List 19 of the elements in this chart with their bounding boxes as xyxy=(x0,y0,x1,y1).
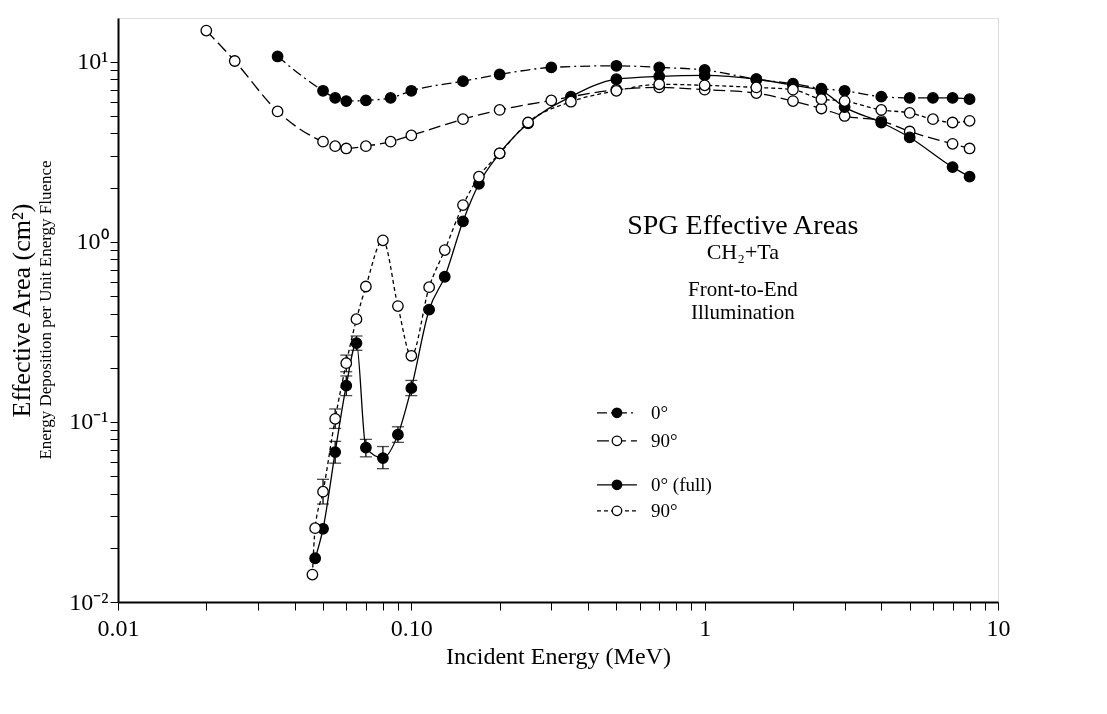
x-tick-label: 10 xyxy=(986,614,1011,641)
legend-label: 90° xyxy=(650,499,678,521)
x-axis-title: Incident Energy (MeV) xyxy=(446,642,671,669)
y-tick-label: 10¹ xyxy=(77,48,109,75)
x-tick-label: 0.10 xyxy=(390,614,433,641)
x-tick-label: 1 xyxy=(699,614,712,641)
y-tick-label: 10⁰ xyxy=(76,228,109,255)
y-tick-label: 10⁻¹ xyxy=(69,408,109,435)
legend-label: 90° xyxy=(650,429,678,451)
y-tick-label: 10⁻² xyxy=(69,588,109,615)
annotation: Front-to-End xyxy=(687,276,799,301)
legend-label: 0° (full) xyxy=(650,473,712,496)
text: Energy Deposition per Unit Energy Fluence xyxy=(36,160,55,460)
x-tick-label: 0.01 xyxy=(97,614,140,641)
annotation: Illumination xyxy=(690,299,796,324)
legend-label: 0° xyxy=(650,401,669,423)
y-axis-title: Effective Area (cm²) xyxy=(7,203,37,418)
text: SPG Effective Areas xyxy=(627,208,859,240)
text: CH₂+Ta xyxy=(706,238,780,264)
